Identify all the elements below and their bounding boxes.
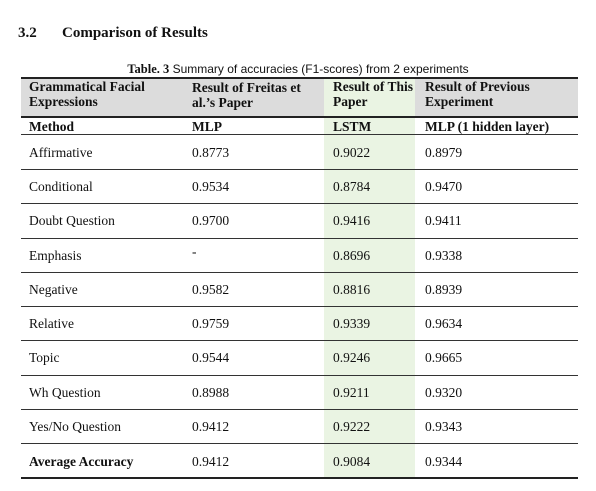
cell-expression: Negative — [29, 282, 78, 297]
cell-expression: Conditional — [29, 179, 93, 194]
row-rule — [21, 477, 578, 479]
cell-this-paper: 0.8784 — [333, 179, 371, 194]
cell-freitas: 0.9412 — [192, 454, 230, 469]
section-title: Comparison of Results — [62, 25, 208, 41]
cell-this-paper: 0.8696 — [333, 248, 371, 263]
cell-expression: Yes/No Question — [29, 419, 122, 434]
row-rule — [21, 169, 578, 170]
cell-previous: 0.9320 — [425, 385, 463, 400]
cell-previous: 0.9338 — [425, 248, 463, 263]
header-freitas: Result of Freitas et al.’s Paper — [192, 80, 301, 110]
header-this-paper: Result of This Paper — [333, 79, 414, 109]
cell-this-paper: 0.9339 — [333, 316, 371, 331]
cell-previous: 0.9344 — [425, 454, 463, 469]
cell-freitas: 0.8988 — [192, 385, 230, 400]
cell-previous: 0.8979 — [425, 145, 463, 160]
header-expressions: Grammatical Facial Expressions — [29, 79, 145, 109]
row-rule — [21, 409, 578, 410]
cell-this-paper: 0.9211 — [333, 385, 370, 400]
cell-previous: 0.9470 — [425, 179, 463, 194]
cell-freitas: 0.9544 — [192, 350, 230, 365]
cell-this-paper: 0.8816 — [333, 282, 371, 297]
header-rule — [21, 116, 578, 118]
caption-text: Summary of accuracies (F1-scores) from 2… — [169, 62, 469, 76]
row-rule — [21, 238, 578, 239]
cell-expression: Emphasis — [29, 248, 82, 263]
row-rule — [21, 203, 578, 204]
cell-expression: Doubt Question — [29, 213, 115, 228]
cell-previous: 0.9411 — [425, 213, 462, 228]
header-previous: Result of Previous Experiment — [425, 79, 530, 109]
cell-freitas: - — [192, 244, 197, 259]
row-rule — [21, 272, 578, 273]
table-top-rule — [21, 77, 578, 79]
highlight-column — [324, 78, 415, 478]
table-caption: Table. 3 Summary of accuracies (F1-score… — [0, 62, 596, 77]
cell-this-paper: 0.9022 — [333, 145, 371, 160]
cell-this-paper: 0.9222 — [333, 419, 371, 434]
subheader-mlp: MLP — [192, 119, 222, 134]
cell-this-paper: 0.9246 — [333, 350, 371, 365]
cell-freitas: 0.9582 — [192, 282, 230, 297]
cell-this-paper: 0.9084 — [333, 454, 371, 469]
subheader-mlp-hidden: MLP (1 hidden layer) — [425, 119, 550, 134]
cell-previous: 0.9634 — [425, 316, 463, 331]
cell-expression: Wh Question — [29, 385, 101, 400]
section-heading: 3.2 Comparison of Results — [18, 25, 208, 42]
row-rule — [21, 340, 578, 341]
section-number: 3.2 — [18, 25, 37, 41]
subheader-lstm: LSTM — [333, 119, 372, 134]
subheader-method: Method — [29, 119, 74, 134]
row-rule — [21, 443, 578, 444]
cell-expression: Average Accuracy — [29, 454, 134, 469]
cell-freitas: 0.9700 — [192, 213, 230, 228]
row-rule — [21, 375, 578, 376]
cell-previous: 0.9343 — [425, 419, 463, 434]
header-background — [21, 78, 578, 117]
cell-freitas: 0.9759 — [192, 316, 230, 331]
caption-label: Table. 3 — [127, 62, 170, 76]
cell-this-paper: 0.9416 — [333, 213, 371, 228]
row-rule — [21, 306, 578, 307]
subheader-rule — [21, 134, 578, 135]
cell-previous: 0.8939 — [425, 282, 463, 297]
cell-freitas: 0.8773 — [192, 145, 230, 160]
cell-freitas: 0.9412 — [192, 419, 230, 434]
cell-expression: Affirmative — [29, 145, 93, 160]
cell-expression: Relative — [29, 316, 74, 331]
cell-freitas: 0.9534 — [192, 179, 230, 194]
cell-previous: 0.9665 — [425, 350, 463, 365]
cell-expression: Topic — [29, 350, 60, 365]
